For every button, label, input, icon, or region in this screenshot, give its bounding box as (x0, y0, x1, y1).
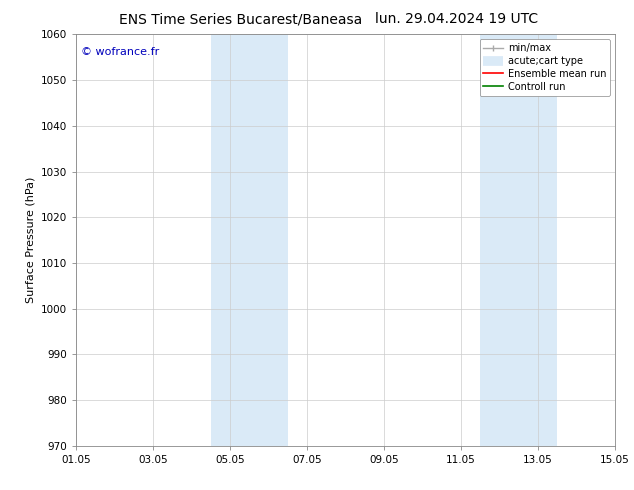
Bar (480, 34, 557, 446)
Text: © wofrance.fr: © wofrance.fr (81, 47, 160, 57)
Legend: min/max, acute;cart type, Ensemble mean run, Controll run: min/max, acute;cart type, Ensemble mean … (479, 39, 610, 96)
Text: lun. 29.04.2024 19 UTC: lun. 29.04.2024 19 UTC (375, 12, 538, 26)
Text: ENS Time Series Bucarest/Baneasa: ENS Time Series Bucarest/Baneasa (119, 12, 363, 26)
Y-axis label: Surface Pressure (hPa): Surface Pressure (hPa) (25, 177, 36, 303)
Bar (210, 34, 288, 446)
